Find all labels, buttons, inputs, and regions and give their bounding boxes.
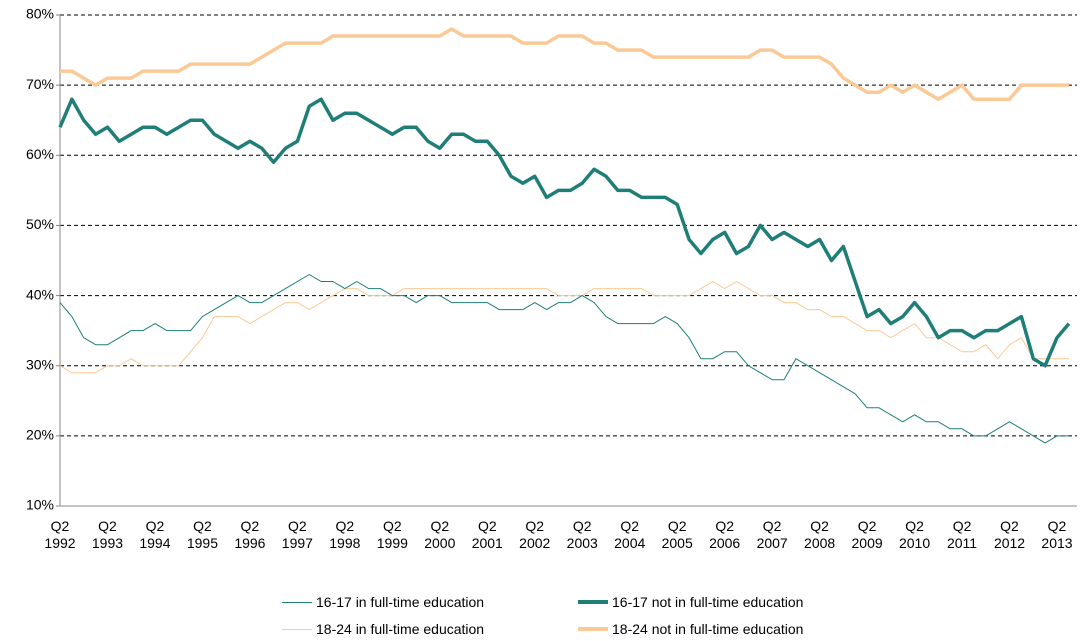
y-tick-label: 60%: [26, 146, 54, 162]
x-tick-label: Q2 2002: [519, 518, 551, 551]
x-tick-label: Q2 1993: [91, 518, 124, 551]
x-tick-label: Q2 2001: [471, 518, 503, 551]
legend-label: 18-24 in full-time education: [316, 621, 485, 637]
x-tick-label: Q2 1998: [329, 518, 361, 551]
y-tick-label: 40%: [26, 286, 54, 302]
x-tick-label: Q2 1996: [234, 518, 266, 551]
series-line: [59, 274, 1069, 444]
y-tick-label: 10%: [26, 497, 54, 513]
legend-label: 16-17 in full-time education: [316, 594, 485, 610]
series-line: [58, 97, 1071, 368]
legend-label: 18-24 not in full-time education: [612, 621, 804, 637]
legend-label: 16-17 not in full-time education: [612, 594, 804, 610]
legend-swatch: [282, 628, 312, 630]
x-tick-label: Q2 2003: [566, 518, 598, 551]
x-tick-label: Q2 1994: [139, 518, 171, 551]
x-tick-label: Q2 2011: [946, 518, 978, 551]
x-tick-label: Q2 1997: [281, 518, 313, 551]
legend-item: 16-17 not in full-time education: [578, 594, 803, 610]
x-tick-label: Q2 1995: [186, 518, 218, 551]
x-tick-label: Q2 2013: [1041, 518, 1073, 551]
y-tick-label: 50%: [26, 216, 54, 232]
y-tick-label: 70%: [26, 76, 54, 92]
x-tick-label: Q2 1992: [44, 518, 76, 551]
x-tick-label: Q2 2000: [424, 518, 456, 551]
x-tick-label: Q2 2008: [804, 518, 836, 551]
x-tick-label: Q2 2009: [851, 518, 883, 551]
x-tick-label: Q2 2010: [898, 518, 931, 551]
x-tick-label: Q2 1999: [376, 518, 408, 551]
y-tick-label: 20%: [26, 427, 54, 443]
legend-item: 18-24 not in full-time education: [578, 621, 803, 637]
series-line: [60, 27, 1069, 101]
legend-item: 16-17 in full-time education: [282, 594, 484, 610]
legend-swatch: [282, 601, 312, 603]
y-tick-label: 30%: [26, 356, 54, 372]
x-tick-label: Q2 2012: [993, 518, 1026, 551]
legend-swatch: [578, 627, 608, 631]
series-line: [59, 281, 1069, 374]
x-tick-label: Q2 2004: [614, 518, 646, 551]
legend-swatch: [578, 600, 608, 604]
y-tick-label: 80%: [26, 6, 54, 22]
x-tick-label: Q2 2007: [756, 518, 788, 551]
x-tick-label: Q2 2005: [661, 518, 693, 551]
legend-item: 18-24 in full-time education: [282, 621, 484, 637]
x-tick-label: Q2 2006: [709, 518, 741, 551]
